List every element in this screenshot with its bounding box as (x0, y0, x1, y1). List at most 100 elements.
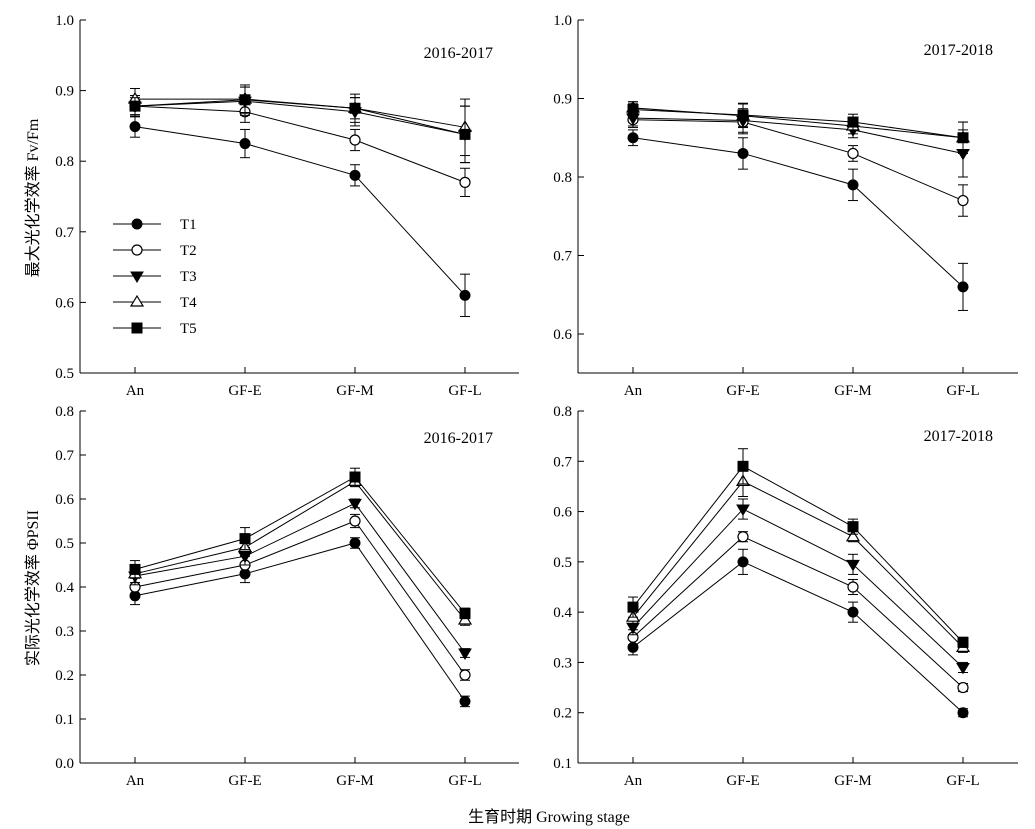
x-tick-label: GF-E (726, 383, 759, 399)
marker-T1 (847, 606, 859, 618)
y-tick-label: 0.6 (55, 492, 74, 508)
y-tick-label: 0.9 (553, 92, 572, 108)
panel-0-ylabel: 最大光化学效率 Fv/Fm (24, 118, 42, 277)
marker-T3 (736, 504, 750, 517)
marker-T5 (239, 94, 251, 106)
panel-3-marks (625, 448, 971, 719)
marker-T5 (957, 636, 969, 648)
series-line-T5 (632, 108, 964, 139)
series-line-T5 (134, 99, 466, 135)
x-tick-label: An (126, 383, 145, 399)
marker-T2 (957, 681, 969, 694)
marker-T3 (956, 662, 970, 675)
x-tick-label: GF-M (834, 383, 872, 399)
series-line-T3 (632, 508, 964, 668)
legend: T1 T2 T3 T4 T5 (113, 217, 197, 337)
y-tick-label: 0.1 (553, 756, 572, 772)
y-tick-label: 0.6 (553, 505, 572, 521)
panel-2-axes: 0.0 0.1 0.2 0.3 0.4 0.5 0.6 0.7 0.8 An GF-E GF-M GF-… (55, 404, 519, 789)
y-tick-label: 0.8 (55, 404, 74, 420)
series-line-T2 (632, 536, 964, 688)
panel-top-left: 0.5 0.6 0.7 0.8 0.9 1.0 An GF-E GF-M GF-L 2016-20… (24, 13, 519, 399)
x-tick-label: An (624, 773, 643, 789)
marker-T5 (129, 100, 141, 112)
legend-marker-T2 (131, 244, 143, 256)
panel-1-marks (625, 100, 971, 311)
legend-label-T4: T4 (180, 295, 197, 311)
panel-3-title: 2017-2018 (924, 428, 993, 445)
panel-2-marks (127, 467, 473, 708)
marker-T1 (627, 132, 639, 144)
marker-T5 (627, 601, 639, 613)
y-tick-label: 0.5 (55, 366, 74, 382)
x-tick-label: GF-E (228, 383, 261, 399)
panel-top-right: 0.6 0.7 0.8 0.9 1.0 An GF-E GF-M GF-L 2017-2018 (553, 13, 1018, 399)
marker-T5 (239, 533, 251, 545)
marker-T1 (847, 179, 859, 191)
legend-label-T2: T2 (180, 243, 197, 259)
series-line-T5 (134, 476, 466, 614)
marker-T3 (458, 648, 472, 660)
y-tick-label: 0.7 (55, 448, 74, 464)
series-line-T2 (134, 105, 466, 183)
legend-marker-T1 (131, 218, 143, 230)
legend-marker-T4 (129, 294, 145, 307)
panel-0-title: 2016-2017 (424, 45, 493, 62)
y-tick-label: 0.4 (553, 605, 572, 621)
series-line-T2 (632, 119, 964, 202)
y-tick-label: 0.2 (55, 668, 74, 684)
series-line-T1 (134, 542, 466, 702)
y-tick-label: 0.6 (55, 295, 74, 311)
marker-T1 (129, 121, 141, 133)
series-line-T1 (134, 126, 466, 296)
legend-label-T3: T3 (180, 269, 197, 285)
panel-2-ylabel: 实际光化学效率 ΦPSII (24, 510, 42, 666)
marker-T2 (847, 147, 859, 160)
panel-3-axes: 0.1 0.2 0.3 0.4 0.5 0.6 0.7 0.8 An GF-E GF-M GF-L (553, 404, 1018, 789)
marker-T5 (737, 460, 749, 472)
x-tick-label: GF-L (448, 383, 481, 399)
marker-T2 (737, 531, 749, 543)
series-line-T3 (134, 502, 466, 654)
x-tick-label: GF-E (726, 773, 759, 789)
y-tick-label: 0.3 (553, 655, 572, 671)
panel-1-axes: 0.6 0.7 0.8 0.9 1.0 An GF-E GF-M GF-L (553, 13, 1018, 399)
marker-T3 (846, 559, 860, 572)
marker-T4 (845, 529, 861, 542)
marker-T1 (957, 281, 969, 293)
panel-bottom-right: 0.1 0.2 0.3 0.4 0.5 0.6 0.7 0.8 An GF-E GF-M GF-L 2… (553, 404, 1018, 789)
y-tick-label: 0.2 (553, 706, 572, 722)
legend-label-T1: T1 (180, 217, 197, 233)
y-tick-label: 0.0 (55, 756, 74, 772)
x-tick-label: GF-L (946, 773, 979, 789)
panel-bottom-left: 0.0 0.1 0.2 0.3 0.4 0.5 0.6 0.7 0.8 An GF-E GF-M GF-… (24, 404, 519, 789)
marker-T1 (957, 707, 969, 719)
marker-T1 (459, 289, 471, 301)
marker-T5 (627, 103, 639, 115)
y-tick-label: 1.0 (553, 13, 572, 29)
series-line-T4 (134, 480, 466, 621)
marker-T5 (129, 563, 141, 575)
shared-xlabel: 生育时期 Growing stage (468, 808, 630, 826)
legend-marker-T3 (130, 271, 144, 283)
series-line-T1 (632, 561, 964, 714)
marker-T2 (459, 669, 471, 681)
panel-1-title: 2017-2018 (924, 42, 993, 59)
x-tick-label: GF-M (834, 773, 872, 789)
marker-T2 (349, 515, 361, 527)
marker-T5 (459, 607, 471, 619)
marker-T2 (847, 581, 859, 593)
x-tick-label: An (624, 383, 643, 399)
legend-label-T5: T5 (180, 321, 197, 337)
marker-T5 (847, 521, 859, 533)
marker-T5 (847, 116, 859, 128)
marker-T1 (737, 147, 749, 159)
marker-T1 (737, 556, 749, 568)
panel-0-marks (127, 84, 473, 318)
y-tick-label: 0.7 (55, 225, 74, 241)
marker-T1 (349, 537, 361, 549)
x-tick-label: GF-M (336, 383, 374, 399)
y-tick-label: 0.7 (553, 454, 572, 470)
x-tick-label: GF-L (946, 383, 979, 399)
